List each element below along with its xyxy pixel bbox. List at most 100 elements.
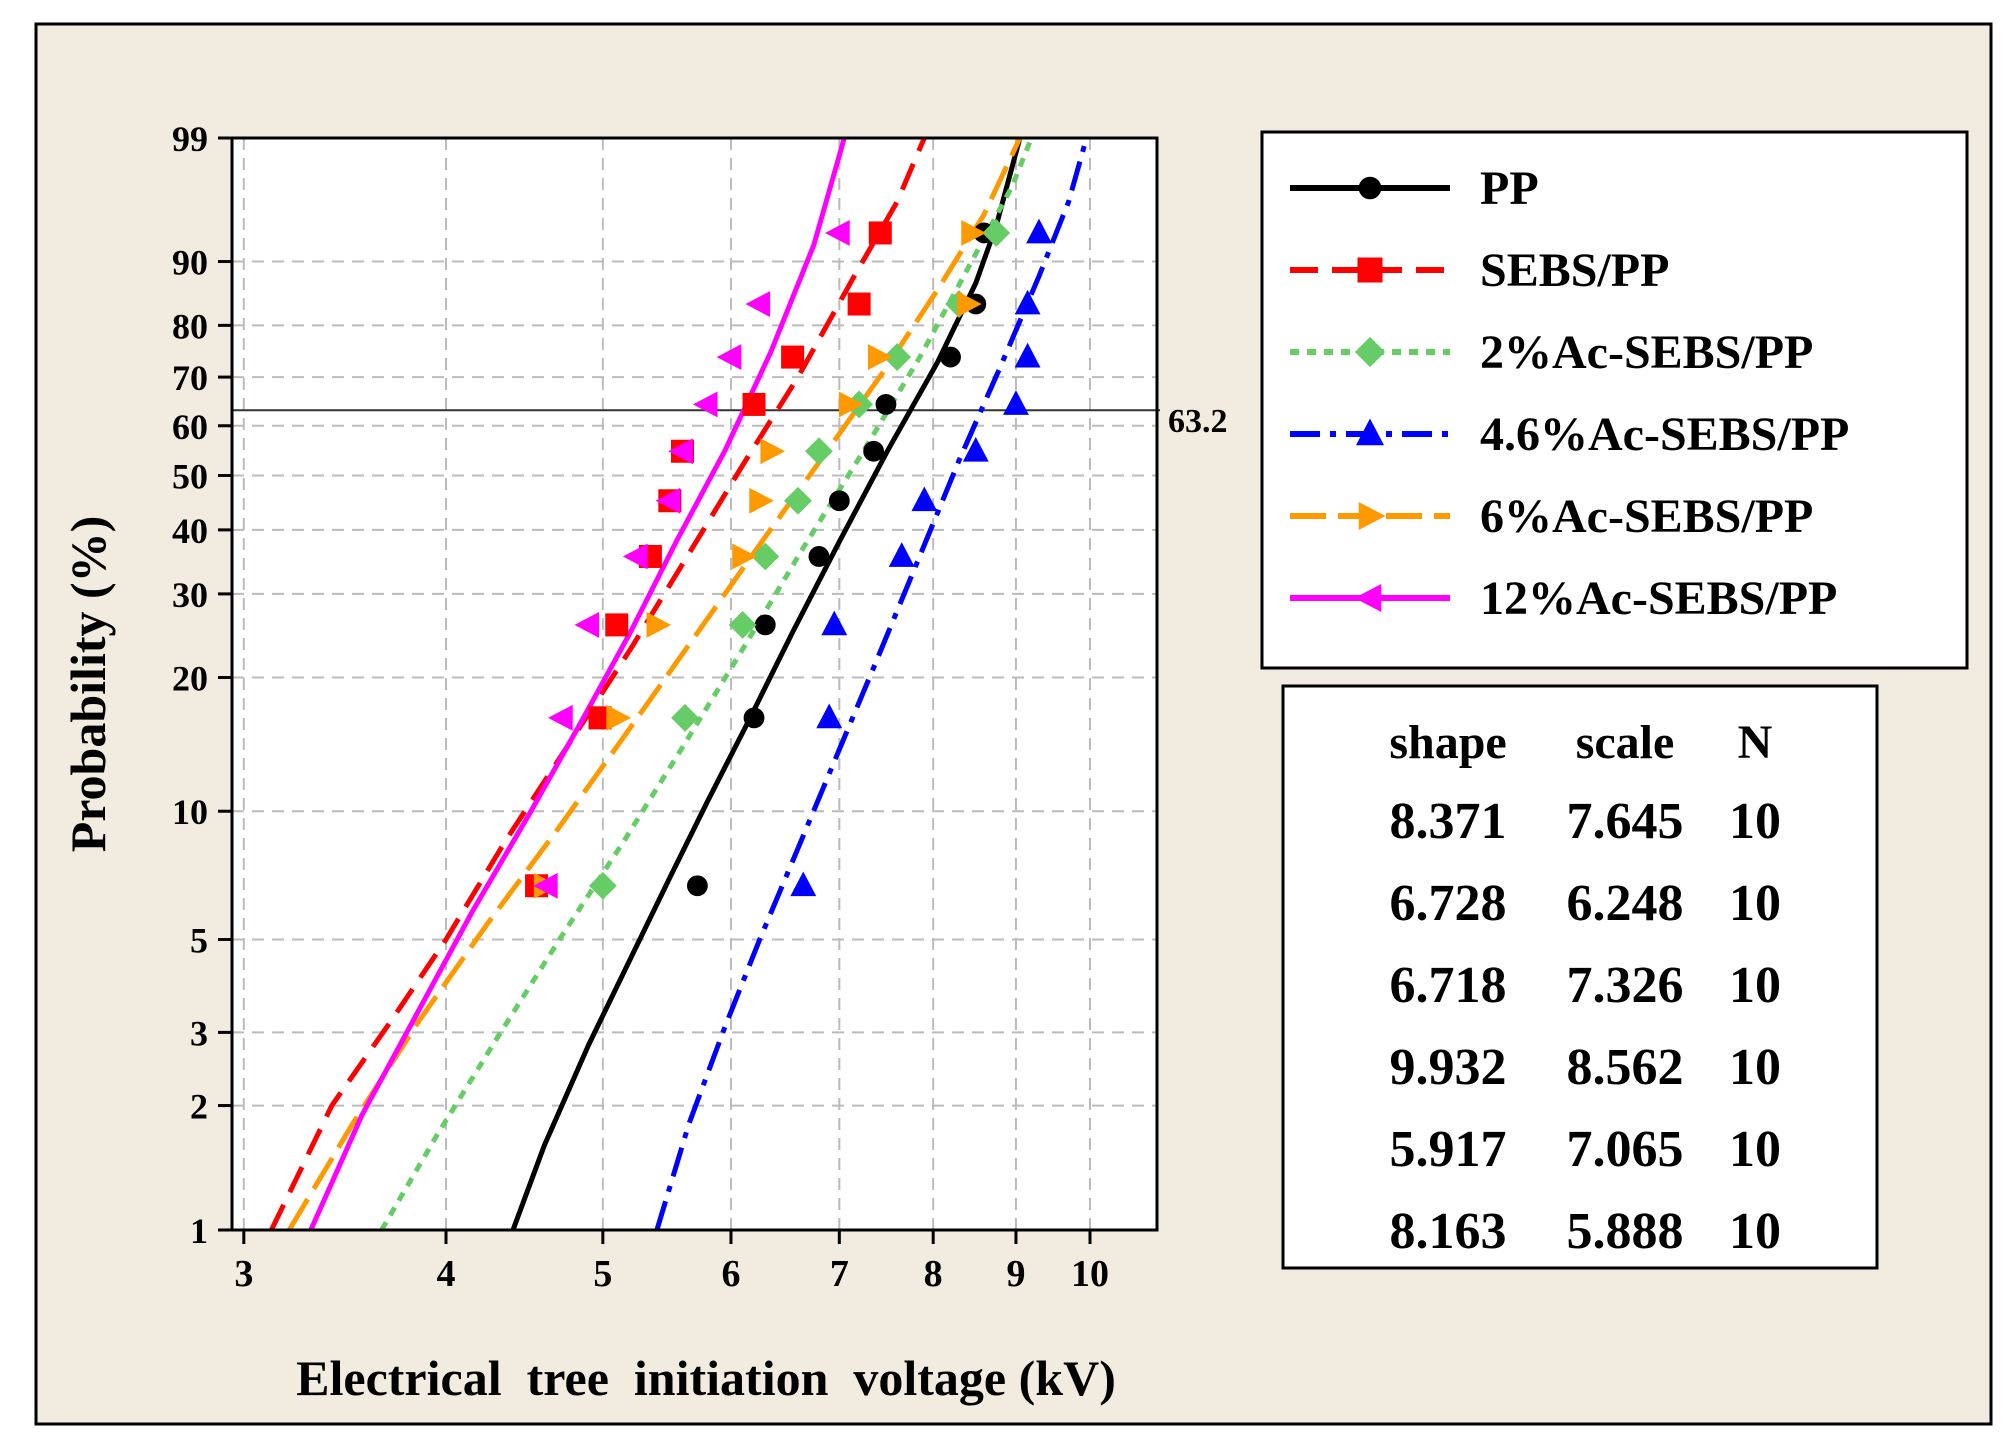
data-point-series-0 [743,707,765,729]
stats-cell: 9.932 [1390,1039,1507,1096]
data-point-series-3 [821,610,848,636]
data-point-series-3 [888,542,915,567]
y-tick-label: 50 [172,456,208,496]
data-point-series-4 [646,611,672,638]
data-point-series-0 [754,614,776,636]
stats-cell: 6.248 [1567,875,1684,932]
y-tick-label: 3 [190,1013,208,1053]
data-point-series-5 [668,438,693,465]
data-point-series-5 [692,391,718,418]
data-point-series-5 [655,487,681,514]
y-tick-label: 99 [172,119,208,159]
stats-cell: 5.917 [1390,1121,1507,1178]
legend-label-5: 12%Ac-SEBS/PP [1480,572,1837,625]
data-point-series-1 [781,345,805,369]
data-point-series-3 [911,486,938,512]
stats-box [1281,684,1879,1270]
data-point-series-2 [671,703,699,732]
stats-cell: 7.326 [1567,957,1684,1014]
stats-cell: 7.645 [1567,793,1684,850]
data-point-series-5 [745,291,771,317]
legend-label-2: 2%Ac-SEBS/PP [1480,326,1813,379]
series-line-4 [287,136,1023,1232]
series-line-2 [379,137,1034,1232]
data-point-series-3 [1014,289,1041,315]
data-point-series-3 [1014,342,1041,368]
data-point-series-5 [548,704,573,731]
data-point-series-2 [751,542,780,571]
x-tick-label: 4 [437,1253,456,1295]
x-tick-label: 10 [1071,1253,1109,1295]
x-tick-label: 5 [593,1253,612,1295]
legend-label-4: 6%Ac-SEBS/PP [1480,490,1813,543]
y-tick-label: 70 [172,358,208,398]
stats-cell: 10 [1729,1121,1781,1178]
stats-cell: 8.371 [1390,793,1507,850]
legend-box [1260,130,1969,670]
data-point-series-0 [875,394,897,415]
data-point-series-4 [961,220,986,246]
data-point-series-0 [808,546,830,567]
x-tick-label: 8 [924,1253,943,1295]
axis-ticks: 3 4 5 6 7 8 9 10 1 2 3 5 10 20 30 40 50 60 70 80 90 99 [172,119,1109,1295]
stats-cell: 8.163 [1390,1203,1507,1260]
legend-label-1: SEBS/PP [1480,244,1669,297]
legend: PP SEBS/PP 2%Ac-SEBS/PP 4.6%Ac-SEBS/PP 6%Ac-… [1260,130,1969,670]
y-tick-label: 5 [190,921,208,961]
data-point-series-1 [605,613,629,637]
legend-marker-0 [1358,176,1382,200]
stats-cell: 6.718 [1390,957,1507,1014]
series-line-5 [308,137,847,1232]
legend-marker-5 [1354,583,1382,613]
y-tick-label: 90 [172,243,208,283]
series-points [525,218,1052,900]
reference-line: 63.2 [232,403,1228,440]
x-tick-label: 3 [234,1253,253,1295]
stats-header: N [1738,716,1773,769]
legend-label-0: PP [1480,162,1539,215]
data-point-series-4 [760,438,786,465]
data-point-series-5 [622,543,648,570]
x-tick-label: 7 [830,1253,849,1295]
data-point-series-0 [828,490,850,512]
data-point-series-1 [868,221,892,245]
data-point-series-5 [533,872,558,899]
y-tick-label: 2 [190,1087,208,1127]
data-point-series-0 [863,440,885,462]
data-point-series-3 [1026,218,1052,244]
stats-cell: 10 [1729,793,1781,850]
stats-cell: 5.888 [1567,1203,1684,1260]
data-point-series-3 [816,703,843,729]
data-point-series-4 [838,391,864,418]
stats-cell: 10 [1729,1039,1781,1096]
y-axis-label: Probability (%) [60,516,116,853]
legend-marker-4 [1358,501,1386,531]
x-tick-label: 6 [721,1253,740,1295]
data-point-series-2 [588,871,617,900]
data-point-series-5 [574,611,600,638]
legend-marker-3 [1355,418,1385,446]
data-point-series-3 [962,436,989,462]
stats-cell: 10 [1729,1203,1781,1260]
data-point-series-2 [805,437,833,466]
data-point-series-3 [1003,390,1029,415]
x-tick-label: 9 [1006,1253,1025,1295]
legend-label-3: 4.6%Ac-SEBS/PP [1480,408,1849,461]
series-line-1 [269,137,927,1232]
data-point-series-2 [728,610,757,639]
data-point-series-5 [716,344,742,370]
data-point-series-4 [749,487,774,514]
data-point-series-4 [606,704,632,731]
series-line-3 [654,137,1089,1231]
legend-marker-1 [1357,257,1383,283]
reference-line-label: 63.2 [1168,403,1228,440]
data-point-series-5 [825,220,850,246]
stats-header: shape [1389,716,1506,769]
legend-marker-2 [1354,336,1386,368]
data-point-series-4 [957,291,982,317]
plot-area [232,138,1157,1230]
stats-cell: 10 [1729,957,1781,1014]
data-point-series-2 [784,486,812,515]
y-tick-label: 80 [172,306,208,346]
